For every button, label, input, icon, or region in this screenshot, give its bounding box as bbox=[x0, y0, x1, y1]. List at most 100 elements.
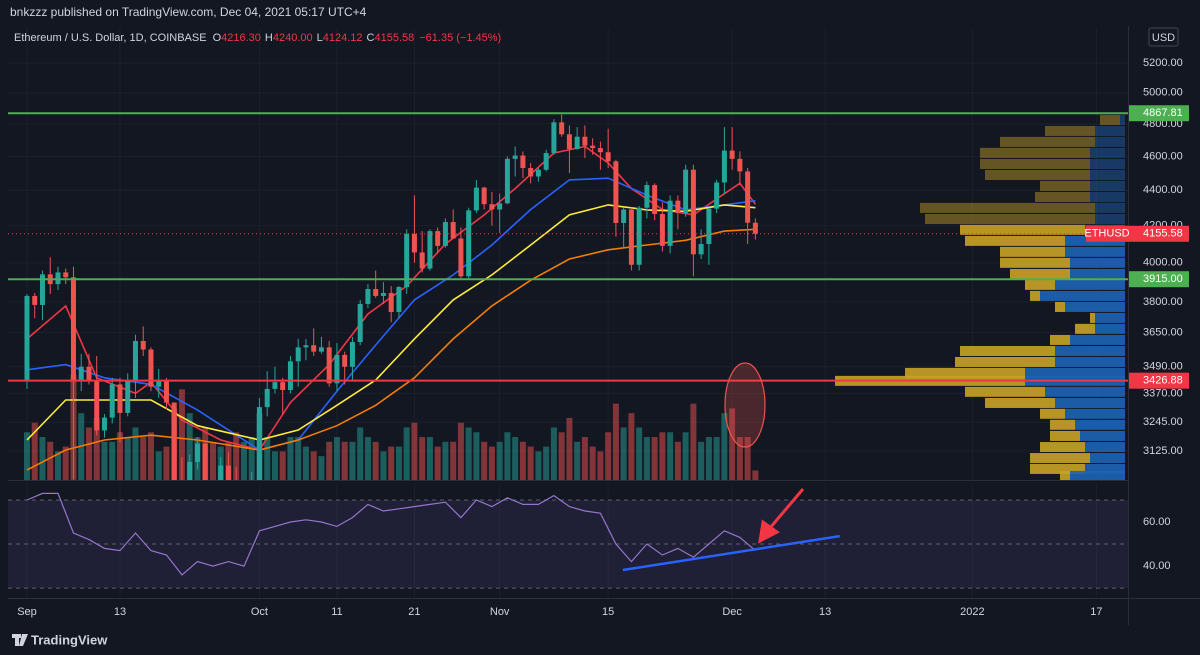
y-tick-label: 3245.00 bbox=[1143, 416, 1183, 428]
rsi-line bbox=[26, 492, 756, 576]
profile-down bbox=[905, 367, 1025, 378]
y-tick-label: 4400.00 bbox=[1143, 184, 1183, 196]
volume-bar bbox=[372, 441, 379, 480]
volume-bar bbox=[310, 451, 317, 480]
last-price-label: 4155.58 bbox=[1143, 228, 1183, 240]
x-tick-label: 11 bbox=[331, 606, 342, 618]
candle-body bbox=[458, 238, 464, 277]
volume-bar bbox=[287, 437, 294, 480]
volume-bar bbox=[302, 446, 309, 480]
volume-bar bbox=[488, 446, 495, 480]
candle-body bbox=[171, 402, 177, 480]
candle-body bbox=[450, 222, 456, 239]
profile-up bbox=[1090, 180, 1125, 191]
profile-up bbox=[1090, 147, 1125, 158]
candle-body bbox=[512, 155, 518, 159]
profile-down bbox=[1010, 268, 1070, 279]
candle-body bbox=[86, 366, 92, 382]
profile-down bbox=[1060, 470, 1070, 480]
profile-down bbox=[965, 386, 1045, 397]
volume-bar bbox=[132, 427, 139, 480]
profile-down bbox=[1000, 246, 1065, 257]
ohlc-value: 4216.30 bbox=[221, 32, 261, 44]
candle-body bbox=[117, 384, 123, 413]
volume-bar bbox=[519, 441, 526, 480]
candle-body bbox=[714, 182, 720, 209]
change-value: −61.35 (−1.45%) bbox=[419, 32, 501, 44]
profile-down bbox=[1050, 430, 1080, 441]
volume-bar bbox=[442, 441, 449, 480]
volume-bar bbox=[736, 437, 743, 480]
candle-body bbox=[357, 303, 363, 343]
rsi-trendline bbox=[622, 534, 840, 572]
profile-up bbox=[1120, 114, 1125, 125]
level-tag bbox=[1129, 372, 1189, 389]
profile-up bbox=[1090, 159, 1125, 170]
candle-body bbox=[342, 354, 348, 367]
x-tick-label: 17 bbox=[1090, 606, 1102, 618]
profile-down bbox=[925, 213, 1095, 224]
candle-body bbox=[334, 354, 340, 384]
volume-bar bbox=[643, 437, 650, 480]
volume-bar bbox=[620, 427, 627, 480]
candle-body bbox=[752, 222, 758, 234]
candle-body bbox=[373, 288, 379, 296]
level-label: 4867.81 bbox=[1143, 107, 1183, 119]
level-tag bbox=[1129, 105, 1189, 122]
volume-bar bbox=[597, 451, 604, 480]
symbol-legend: Ethereum / U.S. Dollar, 1D, COINBASE O421… bbox=[14, 32, 501, 44]
profile-up bbox=[1095, 312, 1125, 323]
candle-body bbox=[380, 292, 386, 296]
profile-down bbox=[1100, 114, 1120, 125]
x-tick-label: 15 bbox=[602, 606, 614, 618]
currency-button[interactable] bbox=[1148, 27, 1179, 47]
candle-body bbox=[326, 347, 332, 384]
profile-down bbox=[980, 159, 1090, 170]
profile-down bbox=[1090, 312, 1095, 323]
candle-body bbox=[636, 207, 642, 265]
candle-body bbox=[404, 233, 410, 288]
y-tick-label: 5200.00 bbox=[1143, 57, 1183, 69]
candle-body bbox=[101, 417, 107, 431]
volume-bar bbox=[481, 441, 488, 480]
profile-up bbox=[1095, 136, 1125, 147]
volume-bar bbox=[605, 432, 612, 480]
profile-down bbox=[1050, 334, 1070, 345]
x-tick-label: Oct bbox=[251, 606, 268, 618]
profile-up bbox=[1095, 323, 1125, 334]
candle-body bbox=[194, 443, 200, 462]
volume-bar bbox=[651, 437, 658, 480]
last-price-name-tag bbox=[1086, 225, 1129, 242]
x-tick-label: Dec bbox=[722, 606, 742, 618]
candle-body bbox=[435, 231, 441, 246]
profile-up bbox=[1085, 463, 1125, 474]
ohlc-value: 4155.58 bbox=[374, 32, 414, 44]
volume-bar bbox=[318, 456, 325, 480]
x-tick-label: 13 bbox=[819, 606, 831, 618]
volume-bar bbox=[333, 437, 340, 480]
profile-up bbox=[1090, 169, 1125, 180]
candle-body bbox=[683, 169, 689, 214]
volume-bar bbox=[178, 389, 185, 480]
profile-up bbox=[1065, 246, 1125, 257]
volume-bar bbox=[729, 408, 736, 480]
profile-down bbox=[1030, 453, 1090, 464]
candle-body bbox=[613, 161, 619, 223]
candle-body bbox=[504, 158, 510, 204]
volume-bar bbox=[535, 451, 542, 480]
candle-body bbox=[78, 366, 84, 380]
volume-bar bbox=[271, 451, 278, 480]
candle-body bbox=[396, 287, 402, 313]
volume-bar bbox=[566, 417, 573, 480]
volume-bar bbox=[357, 427, 364, 480]
volume-bar bbox=[411, 422, 418, 480]
last-price-tag bbox=[1129, 225, 1189, 242]
candle-body bbox=[528, 168, 534, 177]
candle-body bbox=[667, 200, 673, 246]
volume-bar bbox=[279, 451, 286, 480]
profile-down bbox=[1030, 290, 1040, 301]
candle-body bbox=[729, 150, 735, 159]
volume-bar bbox=[721, 413, 728, 480]
candle-body bbox=[156, 379, 162, 387]
